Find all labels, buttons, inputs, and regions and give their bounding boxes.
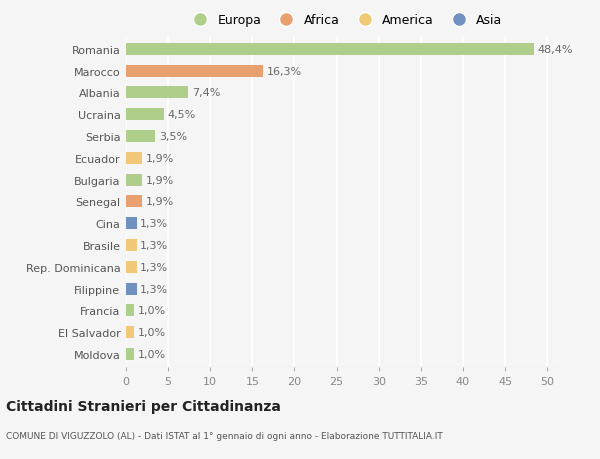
Bar (126, 66, 263, 78)
Bar (126, 261, 137, 273)
Bar (126, 240, 137, 252)
Text: 1,3%: 1,3% (140, 241, 169, 251)
Bar (126, 87, 188, 99)
Bar (126, 305, 134, 317)
Text: 7,4%: 7,4% (192, 88, 220, 98)
Text: 1,0%: 1,0% (138, 327, 166, 337)
Text: 1,9%: 1,9% (145, 153, 173, 163)
Text: Cittadini Stranieri per Cittadinanza: Cittadini Stranieri per Cittadinanza (6, 399, 281, 413)
Bar (126, 326, 134, 338)
Text: 1,3%: 1,3% (140, 218, 169, 229)
Text: 16,3%: 16,3% (266, 67, 302, 77)
Text: 4,5%: 4,5% (167, 110, 196, 120)
Bar (126, 218, 137, 230)
Bar (126, 131, 155, 143)
Text: 1,0%: 1,0% (138, 349, 166, 359)
Bar (126, 109, 164, 121)
Bar (126, 348, 134, 360)
Bar (126, 196, 142, 208)
Bar (126, 152, 142, 164)
Text: 1,0%: 1,0% (138, 306, 166, 316)
Text: 1,3%: 1,3% (140, 284, 169, 294)
Text: 48,4%: 48,4% (537, 45, 572, 55)
Text: 1,9%: 1,9% (145, 175, 173, 185)
Text: 3,5%: 3,5% (159, 132, 187, 142)
Bar (126, 174, 142, 186)
Bar (126, 283, 137, 295)
Text: 1,9%: 1,9% (145, 197, 173, 207)
Legend: Europa, Africa, America, Asia: Europa, Africa, America, Asia (187, 14, 503, 27)
Text: 1,3%: 1,3% (140, 262, 169, 272)
Text: COMUNE DI VIGUZZOLO (AL) - Dati ISTAT al 1° gennaio di ogni anno - Elaborazione : COMUNE DI VIGUZZOLO (AL) - Dati ISTAT al… (6, 431, 443, 441)
Bar (126, 44, 533, 56)
